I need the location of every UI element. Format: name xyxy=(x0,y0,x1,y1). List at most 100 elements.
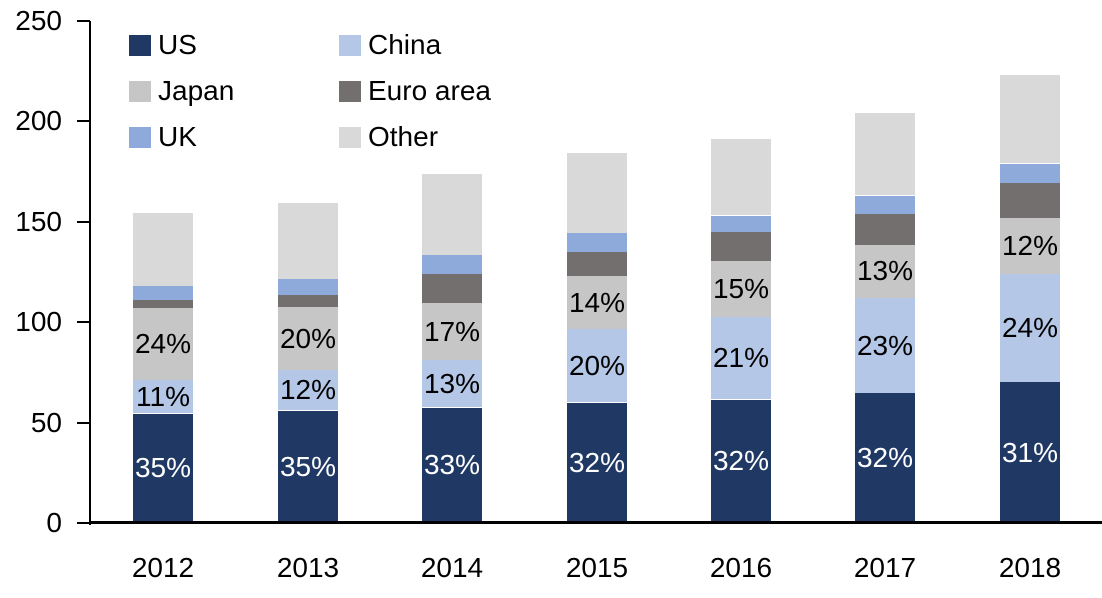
bar-segment-japan-2018 xyxy=(1000,218,1060,274)
bar-segment-china-2016 xyxy=(711,317,771,399)
y-axis-tick-label: 150 xyxy=(15,206,62,237)
legend-item-other: Other xyxy=(339,114,491,160)
bar-segment-euro-area-2017 xyxy=(855,214,915,245)
bar-label-us-2017: 32% xyxy=(856,442,914,473)
bar-segment-uk-2015 xyxy=(567,233,627,252)
y-axis-tick-label: 250 xyxy=(15,5,62,36)
bar-label-us-2018: 31% xyxy=(1001,437,1059,468)
bar-segment-china-2017 xyxy=(855,298,915,393)
y-axis-tick-label: 100 xyxy=(15,306,62,337)
bar-segment-other-2014 xyxy=(422,174,482,255)
y-axis-tick xyxy=(77,321,90,323)
bar-segment-other-2016 xyxy=(711,139,771,215)
bar-label-china-2016: 21% xyxy=(712,342,770,373)
legend-swatch-china xyxy=(339,34,361,56)
bar-segment-japan-2012 xyxy=(133,308,193,380)
legend-label-uk: UK xyxy=(158,121,197,152)
legend-swatch-uk xyxy=(129,126,151,148)
bar-segment-other-2013 xyxy=(278,203,338,279)
bar-segment-china-2018 xyxy=(1000,274,1060,382)
bar-segment-japan-2014 xyxy=(422,303,482,360)
x-axis-label-2014: 2014 xyxy=(420,552,484,583)
bar-label-japan-2017: 13% xyxy=(856,255,914,286)
bar-segment-euro-area-2015 xyxy=(567,252,627,276)
bar-segment-other-2012 xyxy=(133,213,193,286)
legend-swatch-euro-area xyxy=(339,80,361,102)
y-axis-tick xyxy=(77,120,90,122)
bar-segment-japan-2015 xyxy=(567,276,627,329)
bar-label-japan-2014: 17% xyxy=(423,316,481,347)
bar-segment-us-2012 xyxy=(133,414,193,523)
y-axis-tick xyxy=(77,422,90,424)
bar-label-us-2015: 32% xyxy=(568,447,626,478)
bar-label-japan-2016: 15% xyxy=(712,273,770,304)
bar-label-us-2014: 33% xyxy=(423,449,481,480)
bar-segment-euro-area-2018 xyxy=(1000,183,1060,218)
bar-label-japan-2012: 24% xyxy=(134,328,192,359)
bar-segment-euro-area-2013 xyxy=(278,295,338,307)
legend-swatch-us xyxy=(129,34,151,56)
bar-segment-us-2016 xyxy=(711,400,771,523)
y-axis-line xyxy=(89,21,91,525)
legend-item-euro-area: Euro area xyxy=(339,68,491,114)
bar-segment-other-2017 xyxy=(855,113,915,195)
bar-segment-us-2015 xyxy=(567,403,627,523)
bar-segment-china-2014 xyxy=(422,360,482,407)
x-axis-line xyxy=(89,521,1102,524)
x-axis-label-2016: 2016 xyxy=(709,552,773,583)
x-axis-label-2015: 2015 xyxy=(565,552,629,583)
bar-label-china-2017: 23% xyxy=(856,330,914,361)
bar-segment-uk-2012 xyxy=(133,286,193,300)
bar-segment-china-2015 xyxy=(567,329,627,402)
y-axis-tick xyxy=(77,522,90,524)
bar-label-japan-2018: 12% xyxy=(1001,230,1059,261)
bar-label-china-2018: 24% xyxy=(1001,312,1059,343)
bar-label-us-2013: 35% xyxy=(279,451,337,482)
bar-segment-other-2018 xyxy=(1000,75,1060,163)
bar-segment-uk-2016 xyxy=(711,216,771,232)
bar-segment-china-2012 xyxy=(133,380,193,413)
bar-segment-uk-2018 xyxy=(1000,164,1060,183)
chart-legend: US China Japan Euro area UK Other xyxy=(129,22,491,160)
bar-label-china-2015: 20% xyxy=(568,350,626,381)
bar-label-china-2014: 13% xyxy=(423,368,481,399)
bar-label-us-2012: 35% xyxy=(134,452,192,483)
bar-segment-uk-2017 xyxy=(855,196,915,214)
y-axis-tick-label: 50 xyxy=(30,407,62,438)
y-axis-tick-label: 200 xyxy=(15,105,62,136)
bar-segment-us-2014 xyxy=(422,408,482,523)
y-axis-tick xyxy=(77,20,90,22)
bar-segment-euro-area-2014 xyxy=(422,274,482,303)
bar-segment-japan-2013 xyxy=(278,307,338,370)
legend-label-euro-area: Euro area xyxy=(368,75,491,106)
bar-label-us-2016: 32% xyxy=(712,445,770,476)
legend-label-japan: Japan xyxy=(158,75,235,106)
bar-segment-us-2017 xyxy=(855,393,915,523)
x-axis-label-2013: 2013 xyxy=(276,552,340,583)
bar-segment-china-2013 xyxy=(278,370,338,410)
legend-item-us: US xyxy=(129,22,339,68)
legend-label-other: Other xyxy=(368,121,439,152)
x-axis-label-2012: 2012 xyxy=(131,552,195,583)
bar-segment-uk-2014 xyxy=(422,255,482,274)
bar-segment-euro-area-2012 xyxy=(133,300,193,308)
legend-label-us: US xyxy=(158,29,197,60)
legend-swatch-japan xyxy=(129,80,151,102)
bar-segment-japan-2016 xyxy=(711,261,771,317)
y-axis-tick-label: 0 xyxy=(46,507,62,538)
x-axis-label-2017: 2017 xyxy=(853,552,917,583)
bar-label-china-2012: 11% xyxy=(136,381,190,412)
bar-segment-japan-2017 xyxy=(855,245,915,298)
bar-segment-us-2018 xyxy=(1000,382,1060,523)
bar-segment-euro-area-2016 xyxy=(711,232,771,261)
bar-label-china-2013: 12% xyxy=(279,374,337,405)
legend-item-china: China xyxy=(339,22,491,68)
legend-item-japan: Japan xyxy=(129,68,339,114)
x-axis-label-2018: 2018 xyxy=(998,552,1062,583)
legend-swatch-other xyxy=(339,126,361,148)
legend-item-uk: UK xyxy=(129,114,339,160)
bar-segment-us-2013 xyxy=(278,411,338,523)
y-axis-tick xyxy=(77,221,90,223)
bar-label-japan-2015: 14% xyxy=(568,287,626,318)
